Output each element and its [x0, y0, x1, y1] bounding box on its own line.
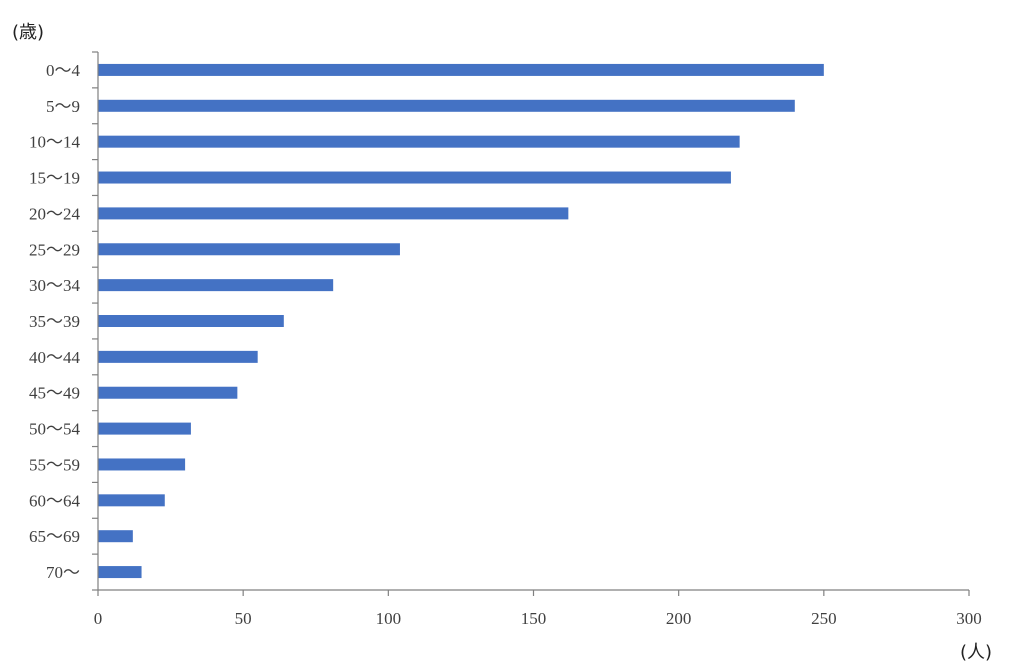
- bar-12: [98, 494, 165, 507]
- bar-4: [98, 207, 569, 220]
- bar-11: [98, 458, 186, 471]
- y-tick-label: 70～: [46, 563, 80, 582]
- bar-14: [98, 566, 142, 579]
- bar-0: [98, 63, 824, 76]
- bar-9: [98, 386, 238, 399]
- y-tick-label: 60～64: [29, 491, 80, 510]
- x-tick-label: 200: [666, 609, 692, 628]
- y-tick-label: 40～44: [29, 348, 80, 367]
- y-tick-label: 20～24: [29, 204, 80, 223]
- y-tick-label: 25～29: [29, 240, 80, 259]
- x-tick-label: 150: [521, 609, 547, 628]
- bar-2: [98, 135, 740, 148]
- y-tick-label: 65～69: [29, 527, 80, 546]
- x-tick-label: 0: [94, 609, 103, 628]
- x-axis-title: (人): [960, 642, 992, 663]
- bar-5: [98, 243, 400, 256]
- y-axis-title: (歳): [12, 22, 44, 43]
- y-tick-label: 10～14: [29, 133, 80, 152]
- y-tick-label: 30～34: [29, 276, 80, 295]
- bar-7: [98, 315, 284, 327]
- y-tick-label: 0～4: [46, 61, 80, 80]
- y-tick-label: 45～49: [29, 384, 80, 403]
- bar-3: [98, 171, 731, 184]
- bar-13: [98, 530, 133, 543]
- bar-8: [98, 350, 258, 363]
- bar-1: [98, 99, 795, 112]
- ticks-group: 0～4 5～9 10～14 15～19 20～24 25～29 30～34 35～39 40～4…: [29, 51, 982, 628]
- y-tick-label: 50～54: [29, 420, 80, 439]
- y-tick-label: 35～39: [29, 312, 80, 331]
- y-tick-label: 5～9: [46, 97, 80, 116]
- x-tick-label: 50: [235, 609, 252, 628]
- bar-10: [98, 422, 191, 435]
- y-tick-label: 15～19: [29, 169, 80, 188]
- x-tick-label: 100: [376, 609, 402, 628]
- x-tick-label: 250: [811, 609, 837, 628]
- bars-group: [98, 63, 824, 579]
- y-tick-label: 55～59: [29, 455, 80, 474]
- bar-6: [98, 279, 334, 292]
- x-tick-label: 300: [956, 609, 982, 628]
